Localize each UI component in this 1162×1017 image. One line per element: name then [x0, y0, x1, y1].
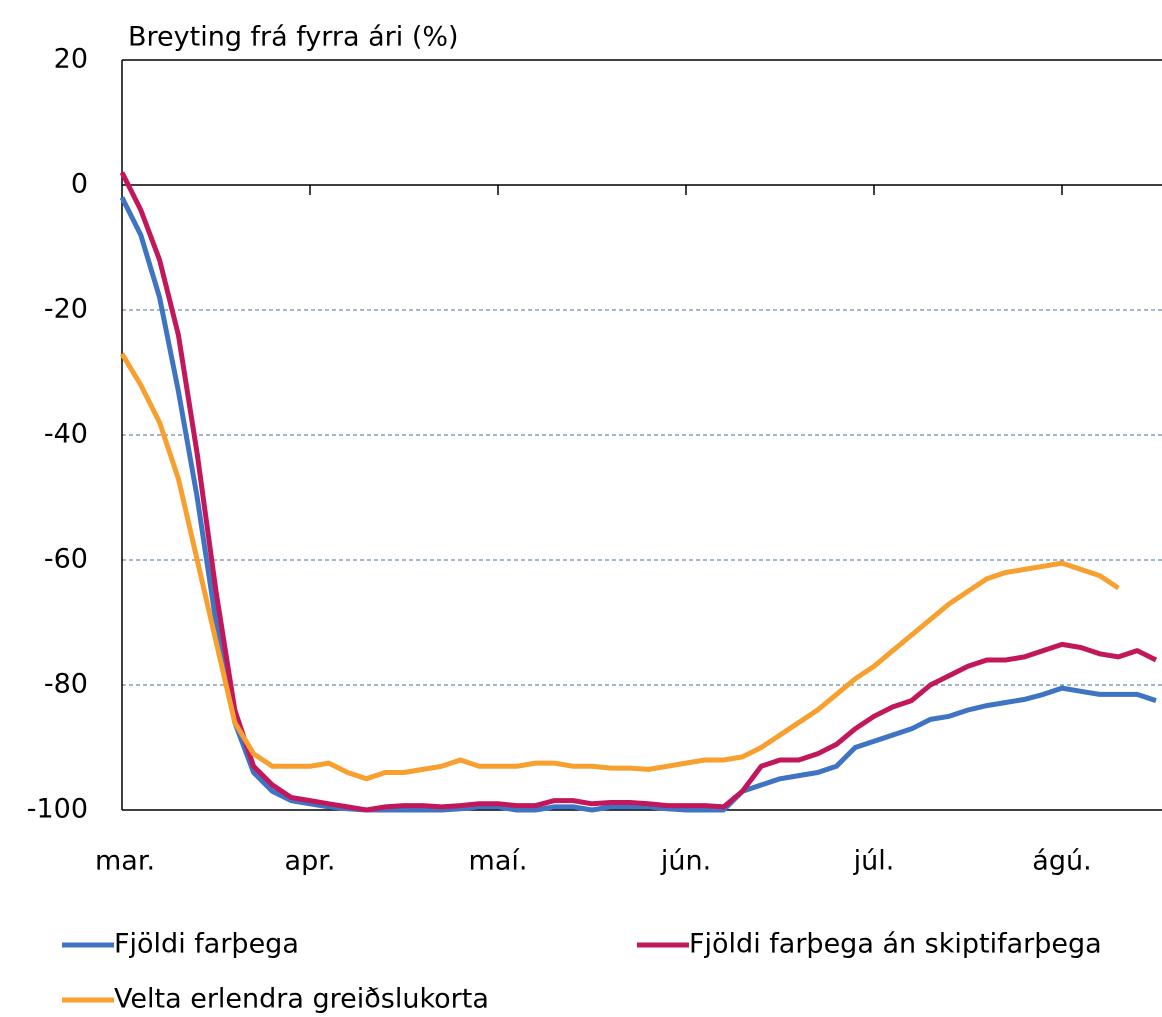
series-line — [119, 171, 1158, 813]
series-line — [119, 196, 1157, 813]
x-tick-label: ágú. — [1032, 846, 1091, 877]
y-tick-label: -20 — [44, 294, 88, 325]
y-tick-label: -40 — [44, 419, 88, 450]
y-tick-label: -60 — [44, 544, 88, 575]
legend-label: Fjöldi farþega — [114, 929, 299, 960]
x-tick-label: júl. — [853, 846, 895, 877]
x-tick-label: maí. — [469, 846, 528, 877]
legend-label: Velta erlendra greiðslukorta — [114, 984, 489, 1015]
y-tick-label: 20 — [54, 44, 88, 75]
y-tick-label: -100 — [27, 794, 88, 825]
y-tick-label: 0 — [71, 169, 88, 200]
x-tick-label: apr. — [285, 846, 336, 877]
x-tick-label: mar. — [95, 846, 155, 877]
x-tick-label: jún. — [660, 846, 711, 877]
legend-label: Fjöldi farþega án skiptifarþega — [689, 929, 1102, 960]
chart-title: Breyting frá fyrra ári (%) — [128, 22, 459, 53]
y-tick-label: -80 — [44, 669, 88, 700]
series-line — [119, 352, 1120, 782]
